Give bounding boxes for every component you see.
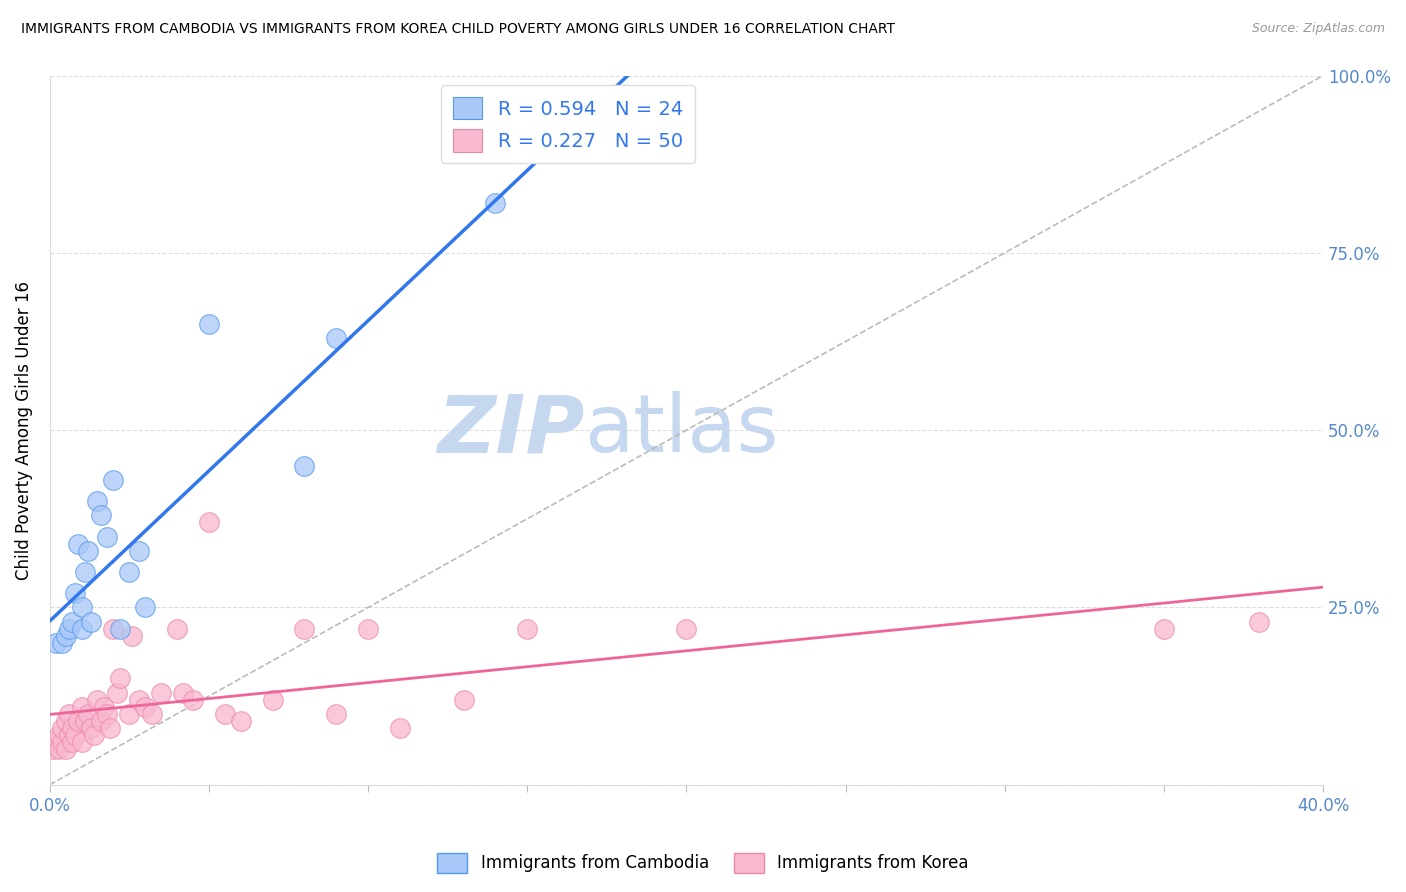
Point (80, 721, 103, 735)
Point (60, 615, 83, 629)
Legend: Immigrants from Cambodia, Immigrants from Korea: Immigrants from Cambodia, Immigrants fro… (430, 847, 976, 880)
Text: Source: ZipAtlas.com: Source: ZipAtlas.com (1251, 22, 1385, 36)
Point (128, 692, 150, 706)
Point (172, 685, 194, 699)
Text: IMMIGRANTS FROM CAMBODIA VS IMMIGRANTS FROM KOREA CHILD POVERTY AMONG GIRLS UNDE: IMMIGRANTS FROM CAMBODIA VS IMMIGRANTS F… (21, 22, 896, 37)
Point (121, 629, 143, 643)
Point (42, 742, 65, 756)
Point (103, 473, 125, 487)
Point (67, 714, 90, 728)
Point (325, 331, 347, 345)
Point (58, 728, 80, 742)
Point (103, 622, 125, 636)
Point (80, 615, 103, 629)
Point (67, 536, 90, 550)
Point (134, 600, 156, 615)
Point (134, 699, 156, 714)
Point (388, 721, 411, 735)
Point (96, 706, 118, 721)
Point (86, 494, 108, 508)
Text: atlas: atlas (585, 391, 779, 469)
Point (150, 685, 173, 699)
Point (96, 529, 118, 543)
Point (55, 742, 77, 756)
Point (1249, 615, 1271, 629)
Point (70, 735, 93, 749)
Point (51, 735, 73, 749)
Point (108, 622, 131, 636)
Point (76, 543, 98, 558)
Point (118, 706, 141, 721)
Point (58, 706, 80, 721)
Point (128, 543, 150, 558)
Point (108, 672, 131, 686)
Point (105, 685, 128, 699)
Y-axis label: Child Poverty Among Girls Under 16: Child Poverty Among Girls Under 16 (15, 281, 32, 580)
Point (229, 714, 252, 728)
Point (1153, 622, 1175, 636)
Point (453, 692, 475, 706)
Point (90, 714, 112, 728)
Legend: R = 0.594   N = 24, R = 0.227   N = 50: R = 0.594 N = 24, R = 0.227 N = 50 (441, 86, 695, 163)
Point (484, 196, 506, 211)
Point (55, 629, 77, 643)
Point (83, 728, 105, 742)
Point (93, 699, 115, 714)
Point (63, 586, 86, 600)
Point (73, 565, 96, 579)
Point (198, 317, 221, 331)
Point (48, 728, 70, 742)
Point (70, 600, 93, 615)
Point (516, 622, 538, 636)
Point (70, 622, 93, 636)
Point (357, 622, 380, 636)
Point (55, 714, 77, 728)
Point (214, 706, 236, 721)
Point (48, 742, 70, 756)
Point (86, 692, 108, 706)
Point (45, 735, 67, 749)
Point (292, 622, 315, 636)
Point (675, 622, 697, 636)
Point (292, 458, 315, 473)
Point (141, 706, 163, 721)
Point (325, 706, 347, 721)
Point (58, 622, 80, 636)
Point (60, 735, 83, 749)
Point (45, 636, 67, 650)
Point (98, 721, 121, 735)
Text: ZIP: ZIP (437, 391, 585, 469)
Point (73, 714, 96, 728)
Point (51, 636, 73, 650)
Point (76, 706, 98, 721)
Point (51, 721, 73, 735)
Point (198, 516, 221, 530)
Point (181, 692, 204, 706)
Point (63, 728, 86, 742)
Point (90, 508, 112, 523)
Point (118, 565, 141, 579)
Point (70, 699, 93, 714)
Point (60, 721, 83, 735)
Point (262, 692, 284, 706)
Point (166, 622, 188, 636)
